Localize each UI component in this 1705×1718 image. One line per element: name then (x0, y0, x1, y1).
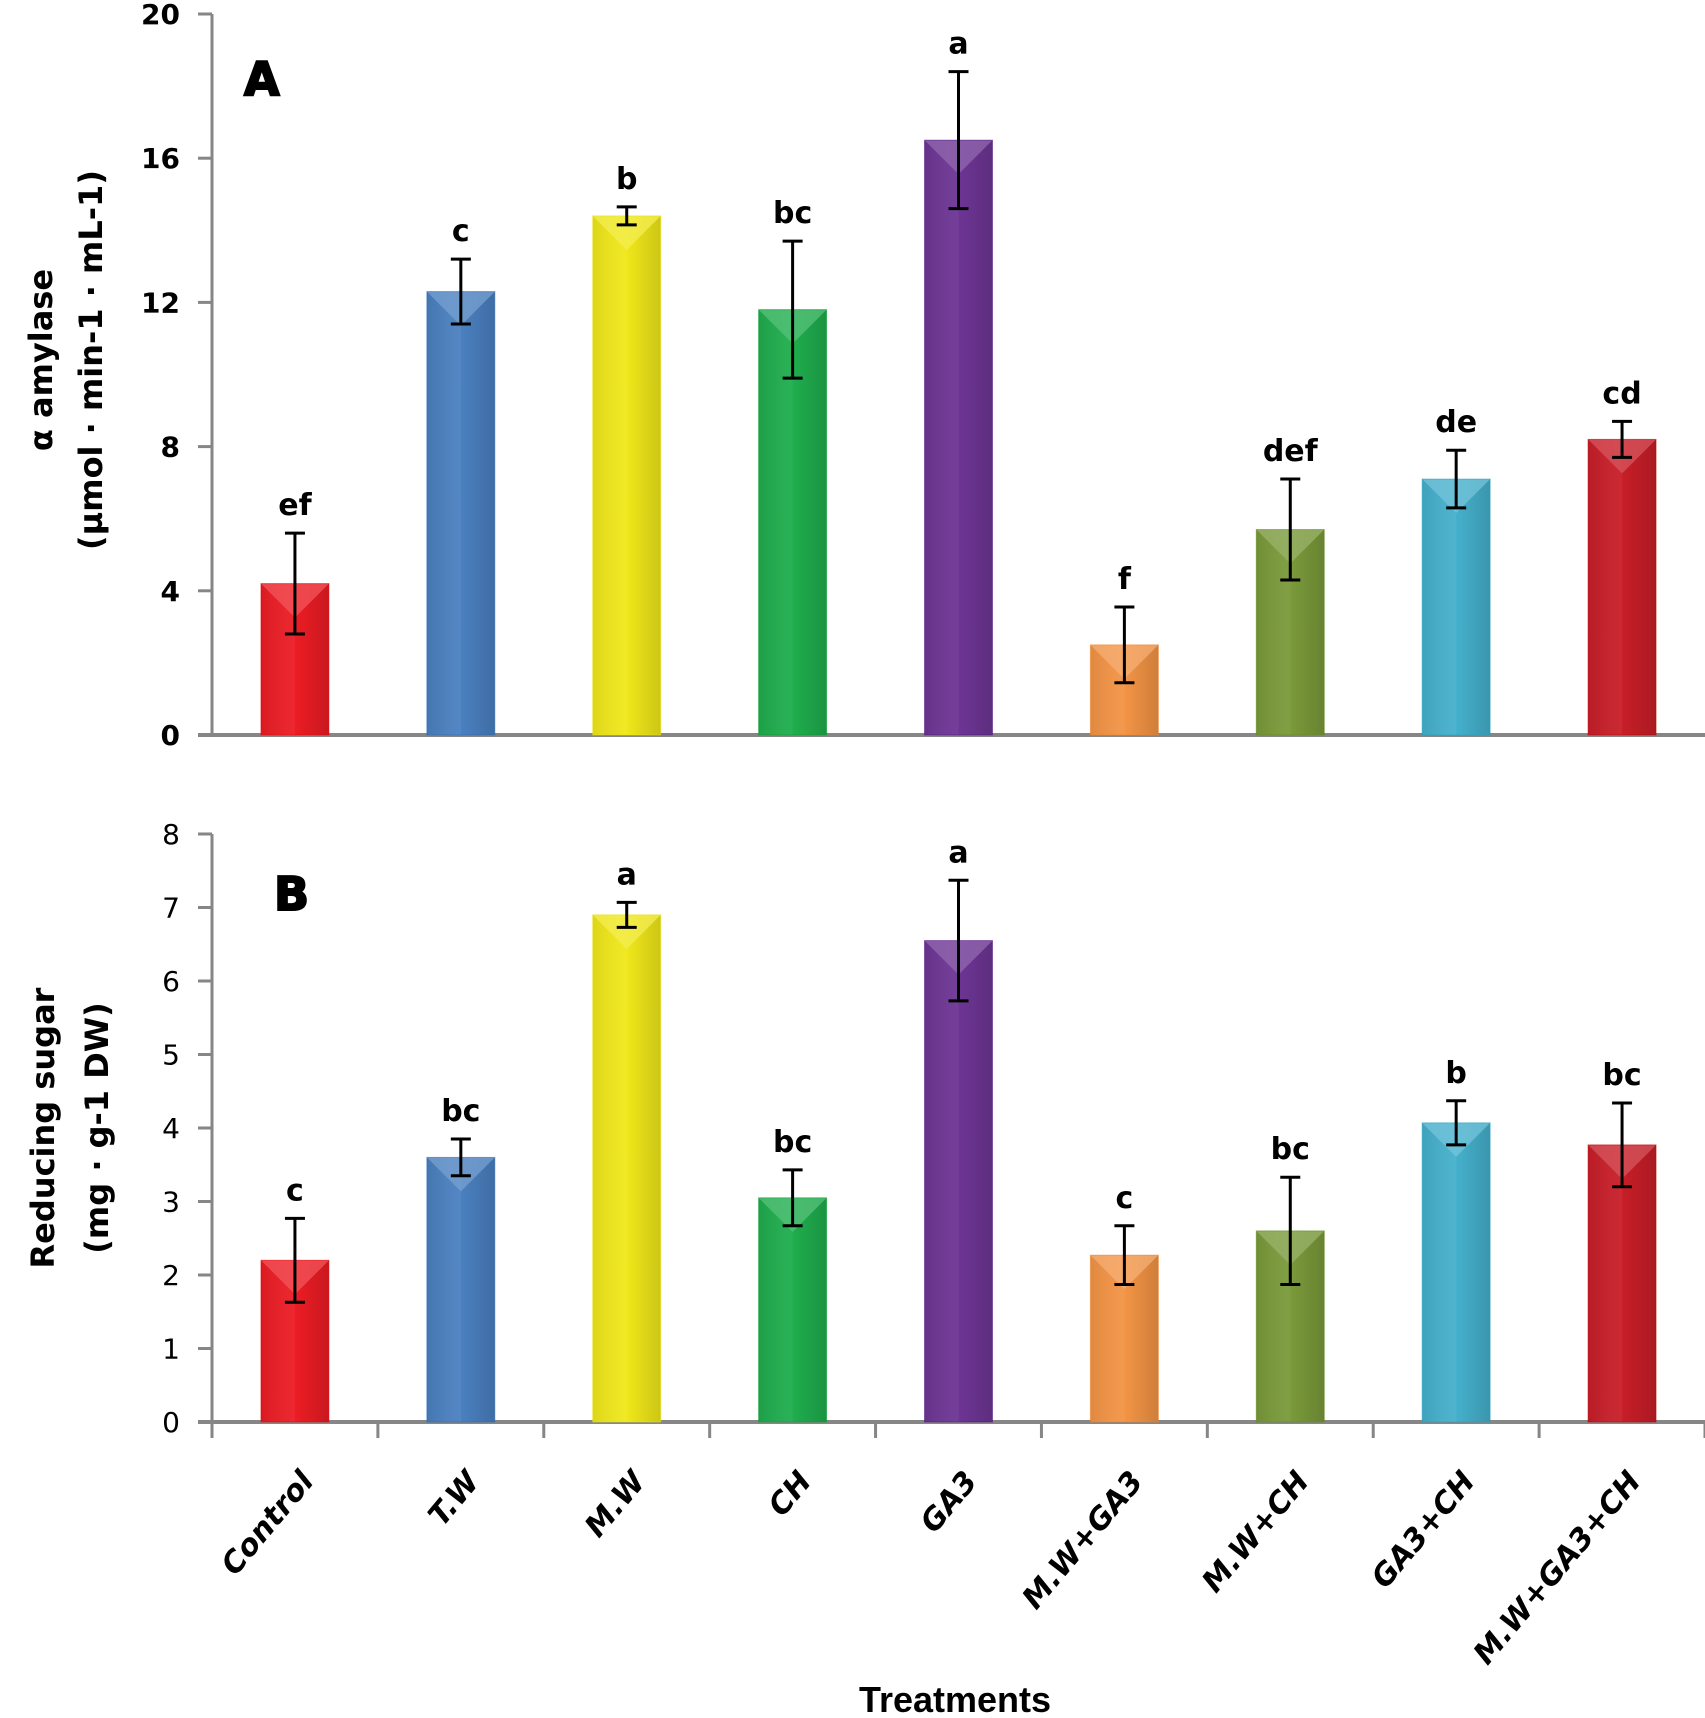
bar-group: b (592, 162, 662, 736)
y-tick-label: 4 (161, 575, 180, 608)
bar-shading (758, 1197, 827, 1422)
significance-label: bc (1271, 1132, 1310, 1167)
significance-label: ef (278, 488, 312, 523)
y-tick-label: 2 (162, 1259, 180, 1292)
significance-label: bc (441, 1094, 480, 1129)
significance-label: b (1445, 1056, 1466, 1091)
y-tick-label: 7 (162, 892, 180, 925)
category-label: GA3+CH (1365, 1465, 1482, 1595)
y-tick-label: 20 (141, 0, 180, 31)
bar-shading (924, 140, 993, 736)
bar-shading (1422, 479, 1491, 735)
significance-label: a (948, 27, 968, 62)
category-label: T.W (422, 1463, 489, 1533)
bar-shading (1588, 1144, 1657, 1422)
y-tick-label: 1 (162, 1333, 180, 1366)
significance-label: def (1263, 434, 1319, 469)
significance-label: c (286, 1173, 304, 1208)
x-axis-title: Treatments (859, 1679, 1051, 1718)
bar-group: bc (758, 196, 828, 736)
bar-group: b (1421, 1056, 1491, 1423)
category-label: M.W+CH (1195, 1465, 1316, 1600)
bar-group: a (592, 857, 662, 1423)
bar-shading (1588, 439, 1657, 735)
bar-group: bc (1255, 1132, 1325, 1423)
bar-group: bc (426, 1094, 496, 1423)
significance-label: bc (773, 196, 812, 231)
bar-group: bc (1587, 1058, 1657, 1423)
bar-group: a (924, 835, 993, 1423)
significance-label: cd (1602, 376, 1641, 411)
panel-a-chart: 0 4 8 12 16 20 Aα amylase (µmol · min-1 · mL-1)… (22, 0, 1705, 752)
y-tick-label: 8 (161, 431, 180, 464)
y-tick-label: 0 (161, 719, 180, 752)
significance-label: a (617, 857, 637, 892)
y-tick-label: 3 (162, 1186, 180, 1219)
bar-group: f (1089, 562, 1159, 736)
category-label: M.W (578, 1463, 654, 1544)
significance-label: a (948, 835, 968, 870)
bar-shading (592, 215, 661, 735)
category-label: Control (215, 1464, 322, 1582)
y-tick-label: 12 (141, 286, 180, 319)
bar-shading (426, 1157, 495, 1422)
panel-label: B (274, 867, 309, 921)
bar-group: c (1089, 1181, 1159, 1423)
bar-group: de (1421, 405, 1491, 736)
bar-group: c (260, 1173, 330, 1423)
y-tick-label: 16 (141, 142, 180, 175)
y-tick-label: 0 (162, 1406, 180, 1439)
significance-label: c (452, 214, 470, 249)
y-tick-label: 5 (162, 1039, 180, 1072)
y-tick-label: 8 (162, 818, 180, 851)
bar-shading (426, 291, 495, 735)
category-label: GA3 (914, 1465, 985, 1540)
bar-group: ef (260, 488, 330, 736)
significance-label: f (1118, 562, 1132, 597)
bar-shading (1422, 1122, 1491, 1422)
bar-group: c (426, 214, 496, 736)
y-axis-title: Reducing sugar (24, 987, 62, 1268)
y-tick-label: 6 (162, 965, 180, 998)
bar-group: cd (1587, 376, 1657, 736)
significance-label: bc (1602, 1058, 1641, 1093)
y-axis-subtitle: (mg · g-1 DW) (78, 1002, 116, 1253)
bar-group: def (1255, 434, 1325, 736)
category-label: CH (762, 1465, 819, 1524)
bar-bevel (592, 215, 661, 250)
significance-label: de (1435, 405, 1477, 440)
category-label: M.W+GA3 (1016, 1465, 1151, 1616)
bar-group: a (924, 27, 993, 736)
panel-label: A (244, 52, 280, 106)
significance-label: c (1115, 1181, 1133, 1216)
category-label: M.W+GA3+CH (1467, 1465, 1648, 1672)
bar-shading (924, 940, 993, 1422)
significance-label: bc (773, 1125, 812, 1160)
bar-group: bc (758, 1125, 828, 1423)
bar-shading (758, 309, 827, 735)
y-tick-label: 4 (162, 1112, 180, 1145)
y-axis-title: α amylase (22, 269, 60, 451)
significance-label: b (616, 162, 637, 197)
bar-bevel (592, 914, 661, 949)
y-axis-subtitle: (µmol · min-1 · mL-1) (72, 170, 110, 550)
bar-shading (592, 914, 661, 1422)
